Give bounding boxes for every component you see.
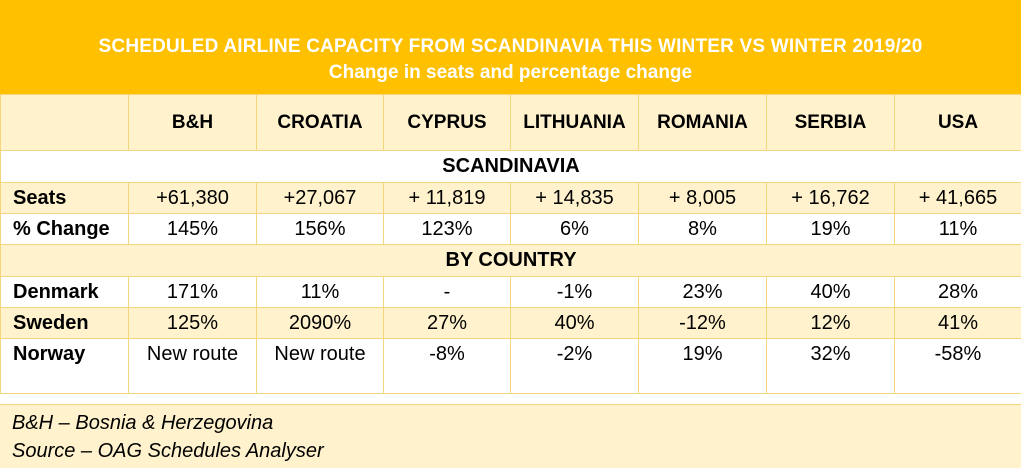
table-cell: 123% bbox=[383, 213, 511, 245]
title-band: SCHEDULED AIRLINE CAPACITY FROM SCANDINA… bbox=[0, 0, 1021, 94]
table-row: Sweden 125% 2090% 27% 40% -12% 12% 41% bbox=[0, 307, 1021, 339]
section-row-scandinavia: SCANDINAVIA bbox=[0, 150, 1021, 183]
column-header-serbia: SERBIA bbox=[766, 94, 895, 151]
table-cell: 2090% bbox=[256, 307, 384, 339]
column-header-croatia: CROATIA bbox=[256, 94, 384, 151]
table-cell: 145% bbox=[128, 213, 257, 245]
table-cell: -1% bbox=[510, 276, 639, 308]
section-label: SCANDINAVIA bbox=[0, 150, 1021, 183]
table-cell: 19% bbox=[766, 213, 895, 245]
column-header-usa: USA bbox=[894, 94, 1021, 151]
table-row: Denmark 171% 11% - -1% 23% 40% 28% bbox=[0, 276, 1021, 308]
section-row-by-country: BY COUNTRY bbox=[0, 244, 1021, 277]
table-cell: 8% bbox=[638, 213, 767, 245]
table-cell: 23% bbox=[638, 276, 767, 308]
table-cell: 40% bbox=[510, 307, 639, 339]
table-row: Seats +61,380 +27,067 + 11,819 + 14,835 … bbox=[0, 182, 1021, 214]
column-header-lithuania: LITHUANIA bbox=[510, 94, 639, 151]
row-label-seats: Seats bbox=[0, 182, 129, 214]
header-blank-cell bbox=[0, 94, 129, 151]
column-header-cyprus: CYPRUS bbox=[383, 94, 511, 151]
table-row: Norway New route New route -8% -2% 19% 3… bbox=[0, 338, 1021, 394]
table-cell: 27% bbox=[383, 307, 511, 339]
table-cell: -8% bbox=[383, 338, 511, 394]
table-cell: 41% bbox=[894, 307, 1021, 339]
table-row: % Change 145% 156% 123% 6% 8% 19% 11% bbox=[0, 213, 1021, 245]
column-header-bh: B&H bbox=[128, 94, 257, 151]
table-cell: 171% bbox=[128, 276, 257, 308]
row-label-norway: Norway bbox=[0, 338, 129, 394]
capacity-table: B&H CROATIA CYPRUS LITHUANIA ROMANIA SER… bbox=[0, 94, 1021, 394]
table-cell: + 14,835 bbox=[510, 182, 639, 214]
table-cell: + 16,762 bbox=[766, 182, 895, 214]
footnote-source: Source – OAG Schedules Analyser bbox=[12, 440, 324, 462]
section-label: BY COUNTRY bbox=[0, 244, 1021, 277]
table-cell: 11% bbox=[894, 213, 1021, 245]
table-cell: -12% bbox=[638, 307, 767, 339]
table-cell: + 8,005 bbox=[638, 182, 767, 214]
chart-title: SCHEDULED AIRLINE CAPACITY FROM SCANDINA… bbox=[98, 36, 923, 57]
table-cell: 125% bbox=[128, 307, 257, 339]
table-cell: + 41,665 bbox=[894, 182, 1021, 214]
row-label-denmark: Denmark bbox=[0, 276, 129, 308]
chart-subtitle: Change in seats and percentage change bbox=[328, 62, 693, 83]
table-cell: -2% bbox=[510, 338, 639, 394]
table-cell: 40% bbox=[766, 276, 895, 308]
table-cell: - bbox=[383, 276, 511, 308]
table-cell: 28% bbox=[894, 276, 1021, 308]
table-cell: 156% bbox=[256, 213, 384, 245]
column-header-romania: ROMANIA bbox=[638, 94, 767, 151]
footnote-abbreviation: B&H – Bosnia & Herzegovina bbox=[12, 412, 274, 434]
row-label-sweden: Sweden bbox=[0, 307, 129, 339]
table-cell: 19% bbox=[638, 338, 767, 394]
table-cell: 12% bbox=[766, 307, 895, 339]
table-cell: +61,380 bbox=[128, 182, 257, 214]
table-cell: -58% bbox=[894, 338, 1021, 394]
table-cell: +27,067 bbox=[256, 182, 384, 214]
table-cell: 11% bbox=[256, 276, 384, 308]
table-cell: 6% bbox=[510, 213, 639, 245]
header-row: B&H CROATIA CYPRUS LITHUANIA ROMANIA SER… bbox=[0, 94, 1021, 151]
table-cell: + 11,819 bbox=[383, 182, 511, 214]
table-cell: New route bbox=[256, 338, 384, 394]
table-cell: New route bbox=[128, 338, 257, 394]
footnotes: B&H – Bosnia & Herzegovina Source – OAG … bbox=[0, 404, 1021, 468]
row-label-percent-change: % Change bbox=[0, 213, 129, 245]
table-cell: 32% bbox=[766, 338, 895, 394]
